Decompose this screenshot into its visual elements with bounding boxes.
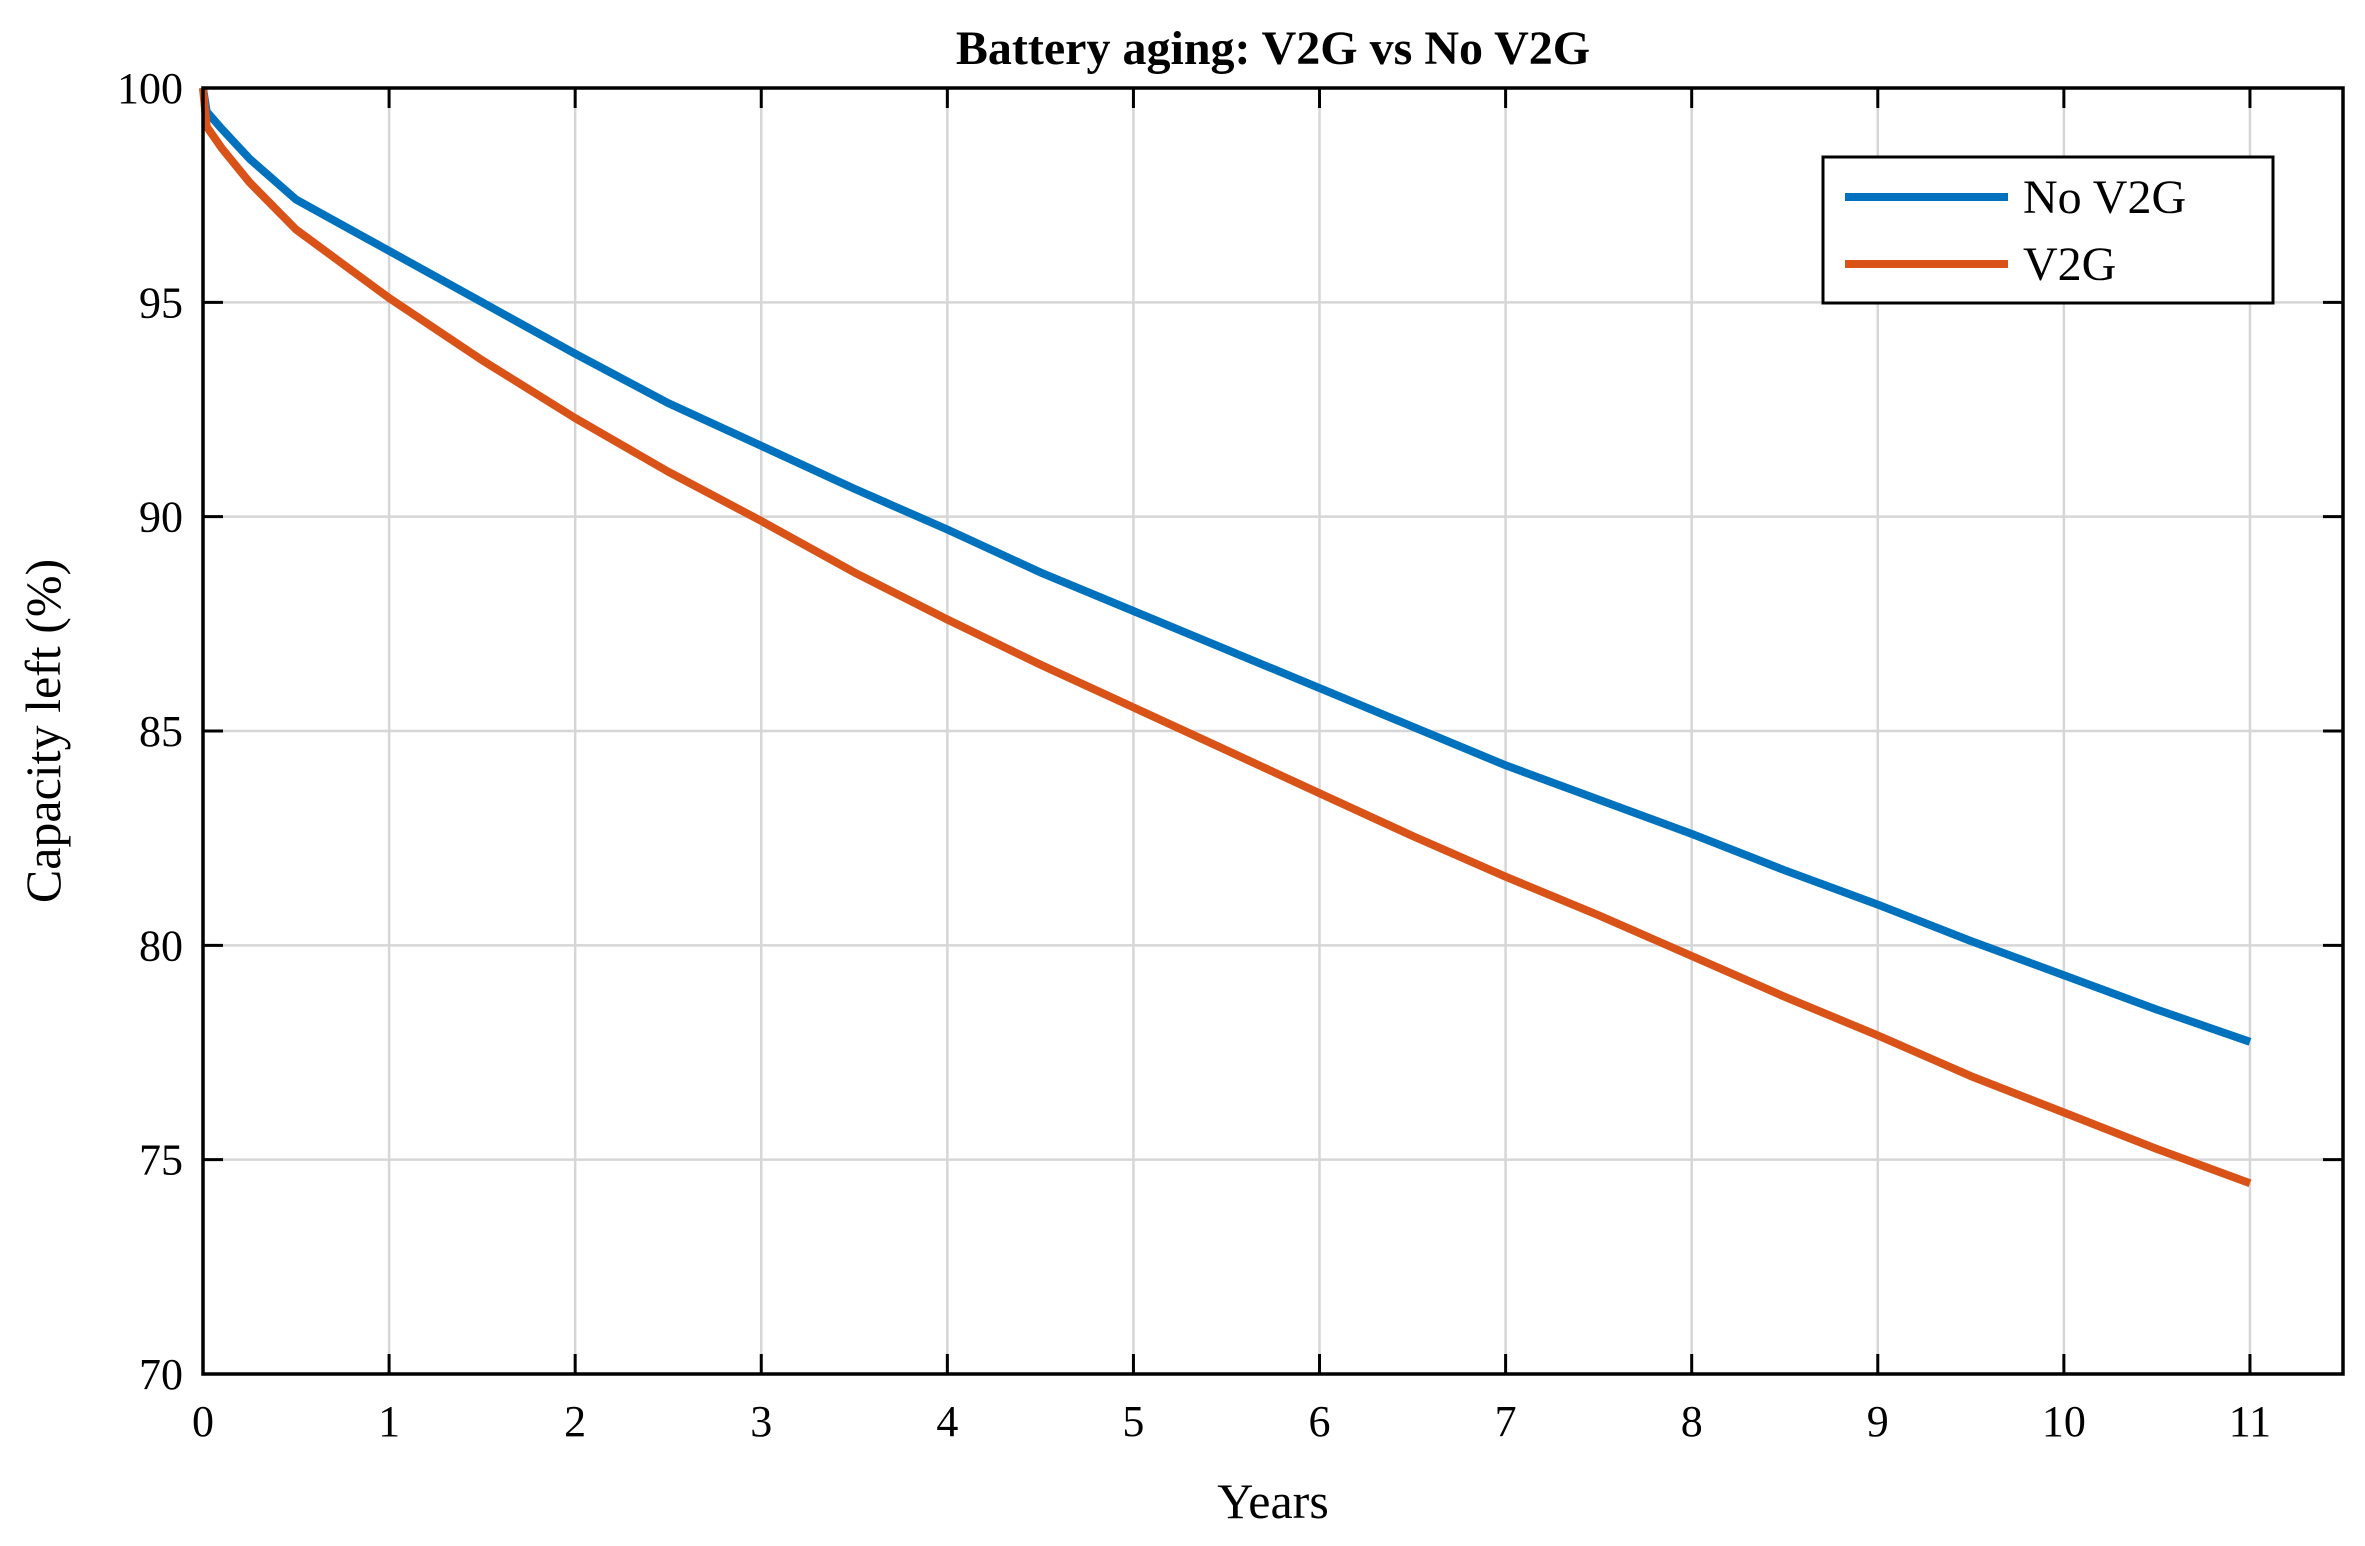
y-tick-label: 80 (139, 921, 183, 970)
plot-series (199, 87, 2252, 1187)
x-axis-title: Years (1217, 1473, 1329, 1529)
axis-ticks (201, 86, 2343, 1376)
y-tick-label: 100 (117, 64, 183, 113)
x-tick-label: 3 (750, 1397, 772, 1446)
y-tick-label: 90 (139, 493, 183, 542)
legend-label-v2g: V2G (2023, 238, 2116, 291)
x-tick-label: 7 (1495, 1397, 1517, 1446)
y-tick-label: 70 (139, 1350, 183, 1399)
x-tick-label: 5 (1122, 1397, 1144, 1446)
y-tick-label: 85 (139, 707, 183, 756)
chart-title: Battery aging: V2G vs No V2G (956, 22, 1590, 75)
legend-box (1821, 155, 2275, 305)
series-line-v2g (199, 87, 2252, 1187)
series-line-no-v2g (199, 87, 2252, 1046)
x-tick-label: 1 (378, 1397, 400, 1446)
y-axis-tick-labels: 70 75 80 85 90 95 100 (117, 64, 183, 1399)
y-tick-label: 75 (139, 1136, 183, 1185)
x-tick-label: 11 (2229, 1397, 2271, 1446)
x-tick-label: 6 (1309, 1397, 1331, 1446)
x-tick-label: 4 (936, 1397, 958, 1446)
x-tick-label: 9 (1867, 1397, 1889, 1446)
x-tick-label: 10 (2042, 1397, 2086, 1446)
legend-label-no-v2g: No V2G (2023, 171, 2186, 224)
y-axis-title: Capacity left (%) (15, 559, 71, 903)
x-tick-label: 0 (192, 1397, 214, 1446)
legend: No V2G V2G (1821, 155, 2275, 305)
x-axis-tick-labels: 0 1 2 3 4 5 6 7 8 9 10 11 (192, 1397, 2271, 1446)
x-tick-label: 8 (1681, 1397, 1703, 1446)
x-tick-label: 2 (564, 1397, 586, 1446)
y-tick-label: 95 (139, 278, 183, 327)
